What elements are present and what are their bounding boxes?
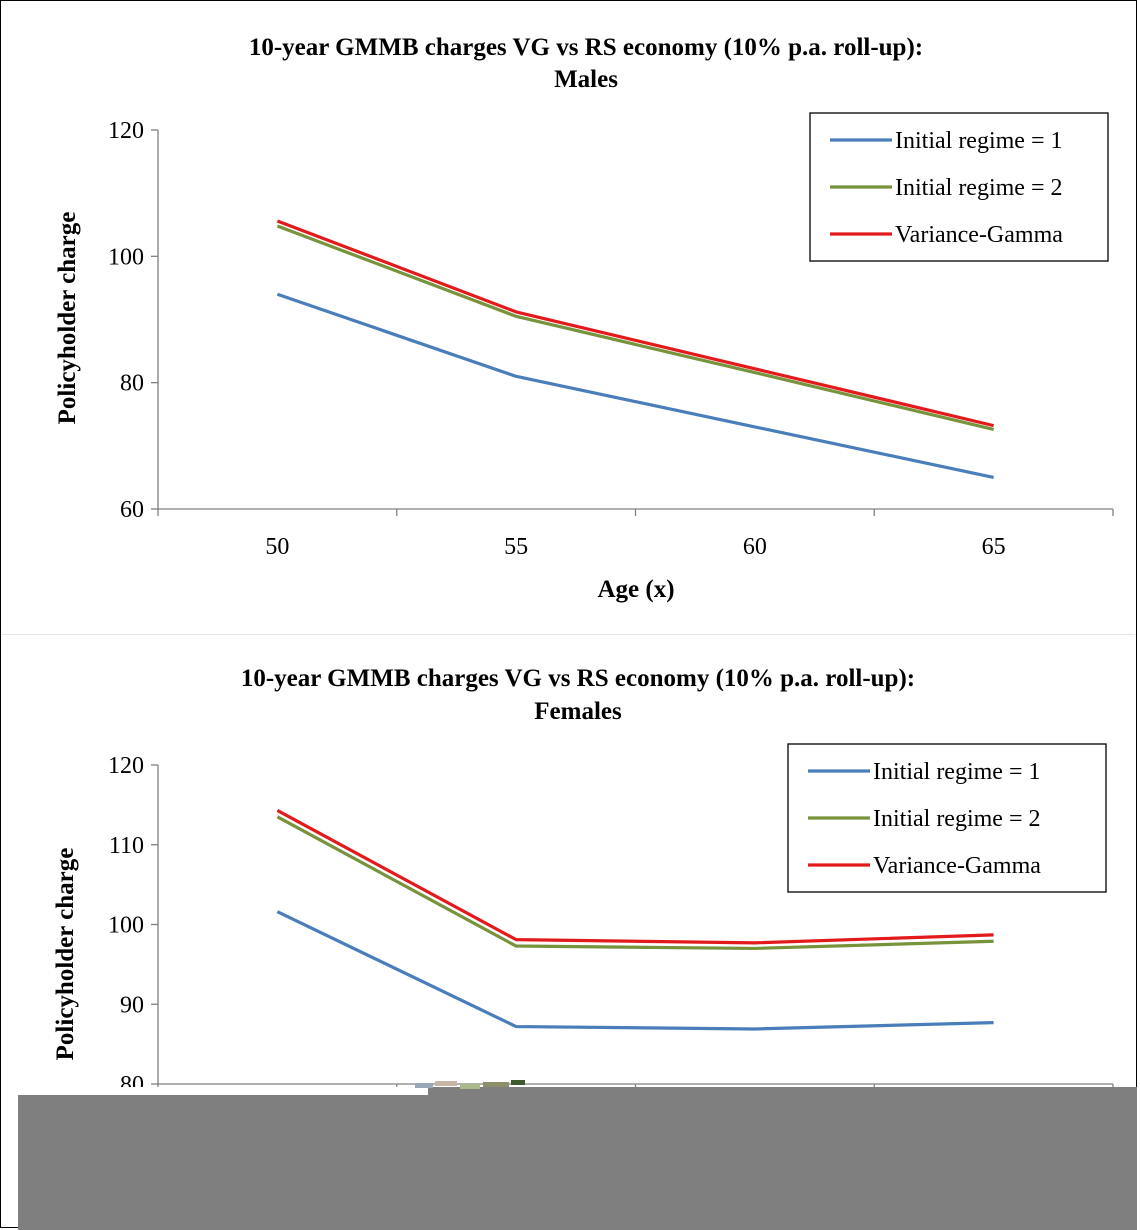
x-tick-label: 50 — [265, 534, 289, 560]
chart-title: 10-year GMMB charges VG vs RS economy (1… — [249, 34, 923, 61]
axes: 60 80 100 120 50 55 60 65 — [108, 118, 1114, 560]
series-line — [276, 815, 994, 951]
artifact-speck — [415, 1083, 433, 1088]
series-line — [276, 219, 994, 428]
legend-label: Initial regime = 2 — [873, 806, 1040, 832]
series-layer — [276, 809, 994, 1031]
series-layer — [276, 219, 994, 479]
image-artifact — [405, 1079, 535, 1093]
y-tick-label: 110 — [109, 833, 144, 859]
males-chart: 10-year GMMB charges VG vs RS economy (1… — [54, 34, 1114, 603]
legend-label: Initial regime = 2 — [895, 175, 1062, 201]
legend-label: Variance-Gamma — [895, 222, 1063, 248]
y-axis-label: Policyholder charge — [52, 848, 79, 1061]
chart-title: 10-year GMMB charges VG vs RS economy (1… — [241, 665, 915, 692]
y-tick-label: 100 — [108, 913, 144, 939]
series-line — [276, 224, 994, 431]
y-tick-label: 120 — [108, 118, 144, 144]
y-tick-label: 60 — [120, 497, 144, 523]
legend-label: Variance-Gamma — [873, 853, 1041, 879]
x-tick-label: 65 — [982, 534, 1006, 560]
x-axis-label: Age (x) — [597, 576, 674, 603]
y-tick-label: 90 — [120, 992, 144, 1018]
chart-subtitle: Males — [554, 66, 618, 93]
y-tick-label: 120 — [108, 753, 144, 779]
chart-subtitle: Females — [534, 698, 622, 725]
occluding-gray-block — [18, 1087, 1137, 1230]
artifact-speck — [511, 1080, 525, 1085]
y-axis-label: Policyholder charge — [54, 212, 81, 425]
legend: Initial regime = 1 Initial regime = 2 Vari… — [809, 112, 1109, 262]
x-tick-label: 55 — [504, 534, 528, 560]
panel-separator — [2, 634, 1135, 635]
legend-label: Initial regime = 1 — [873, 759, 1040, 785]
series-line — [276, 910, 994, 1031]
artifact-speck — [483, 1082, 509, 1087]
females-chart: 10-year GMMB charges VG vs RS economy (1… — [52, 665, 1114, 1098]
y-tick-label: 100 — [108, 244, 144, 270]
overlay-top-strip — [18, 1087, 428, 1095]
series-line — [276, 809, 994, 945]
x-tick-label: 60 — [743, 534, 767, 560]
artifact-speck — [435, 1081, 457, 1086]
legend: Initial regime = 1 Initial regime = 2 Vari… — [787, 743, 1107, 893]
series-line — [276, 292, 994, 479]
artifact-speck — [460, 1084, 480, 1089]
y-tick-label: 80 — [120, 371, 144, 397]
legend-label: Initial regime = 1 — [895, 128, 1062, 154]
